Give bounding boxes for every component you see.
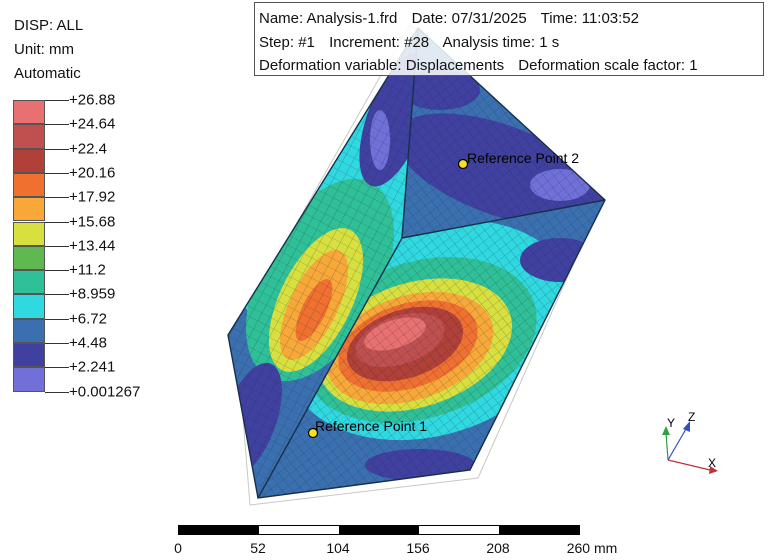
x-axis-line <box>667 459 711 471</box>
step-label: Step: <box>259 33 295 51</box>
legend-tick <box>45 197 69 199</box>
legend-level-label: +6.72 <box>69 310 107 328</box>
top-face <box>402 28 605 238</box>
legend-tick <box>45 245 69 247</box>
legend-level-label: +15.68 <box>69 213 116 230</box>
name-label: Name: <box>259 10 304 27</box>
legend-tick <box>45 148 69 150</box>
reference-point-1-label: Reference Point 1 <box>315 418 427 434</box>
legend-level-label: +2.241 <box>69 358 116 376</box>
deformation-variable-value: Displacements <box>405 57 505 74</box>
scale-bar-segment <box>499 526 579 534</box>
legend-tick <box>45 367 69 369</box>
deformation-variable-label: Deformation variable: <box>259 57 402 74</box>
legend-level-label: +4.48 <box>69 334 107 352</box>
legend-color-band <box>13 172 45 198</box>
deformation-scale-value: 1 <box>689 57 698 74</box>
legend-color-band <box>13 270 45 295</box>
legend-header: DISP: ALL Unit: mm Automatic <box>14 14 83 86</box>
legend-color-band <box>13 221 45 246</box>
analysis-time-label: Analysis time: <box>442 33 536 51</box>
legend-tick <box>45 221 69 223</box>
legend-color-band <box>13 197 45 222</box>
legend-level-label: +0.001267 <box>69 383 141 401</box>
legend-color-band <box>13 148 45 173</box>
legend-tick <box>45 391 69 393</box>
analysis-date: 07/31/2025 <box>451 10 527 27</box>
legend-tick <box>45 172 69 174</box>
date-label: Date: <box>411 10 448 27</box>
analysis-info-box: Name: Analysis-1.frd Date: 07/31/2025 Ti… <box>254 2 764 76</box>
scale-bar-tick-label: 156 <box>406 540 430 556</box>
legend-level-label: +13.44 <box>69 237 116 255</box>
legend-tick <box>45 343 69 344</box>
y-axis-line <box>665 432 669 461</box>
y-axis-label: Y <box>667 416 675 430</box>
legend-tick <box>45 294 69 296</box>
model-edges <box>227 26 606 499</box>
deformation-scale-label: Deformation scale factor: <box>518 57 686 74</box>
scale-bar <box>178 525 580 535</box>
scale-bar-segment <box>179 526 259 534</box>
legend-mode: Automatic <box>14 65 81 82</box>
x-axis-label: X <box>708 456 716 470</box>
legend-title: DISP: ALL <box>14 17 84 34</box>
reference-point-1-marker[interactable] <box>307 427 319 439</box>
reference-point-2-marker[interactable] <box>457 158 469 170</box>
scale-bar-tick-label: 104 <box>326 540 350 556</box>
z-axis-line <box>667 428 687 461</box>
analysis-time-of-day: 11:03:52 <box>581 10 639 27</box>
legend-tick <box>45 270 69 272</box>
legend-level-label: +11.2 <box>69 261 106 279</box>
legend-tick <box>45 318 69 320</box>
legend-color-band <box>13 245 45 271</box>
legend-level-label: +20.16 <box>69 164 116 182</box>
scale-bar-segment <box>339 526 419 534</box>
legend-color-band <box>13 318 45 343</box>
analysis-name: Analysis-1.frd <box>306 10 398 27</box>
legend-color-band <box>13 367 45 392</box>
legend-color-band <box>13 343 45 368</box>
z-axis-arrow-icon <box>683 421 690 432</box>
legend-color-band <box>13 100 45 125</box>
legend-tick <box>45 124 69 126</box>
reference-point-2-label: Reference Point 2 <box>467 150 579 166</box>
scale-bar-segment <box>259 526 339 534</box>
increment-label: Increment: <box>329 33 400 51</box>
legend-level-label: +22.4 <box>69 140 107 158</box>
legend-color-band <box>13 124 45 149</box>
step-value: #1 <box>298 33 315 51</box>
legend-color-band <box>13 294 45 319</box>
scale-bar-tick-label: 260 mm <box>566 540 618 556</box>
legend-unit: Unit: mm <box>14 41 74 58</box>
legend-tick <box>45 100 69 101</box>
legend-level-label: +8.959 <box>69 285 116 303</box>
scale-bar-tick-label: 52 <box>250 540 266 556</box>
y-axis-arrow-icon <box>662 426 670 435</box>
z-axis-label: Z <box>688 410 695 424</box>
x-axis-arrow-icon <box>709 466 718 474</box>
legend-level-label: +26.88 <box>69 91 116 109</box>
legend-level-label: +17.92 <box>69 188 116 206</box>
increment-value: #28 <box>404 33 430 51</box>
time-label: Time: <box>540 10 578 27</box>
legend-level-label: +24.64 <box>69 115 116 133</box>
scale-bar-tick-label: 0 <box>174 540 182 556</box>
axis-triad[interactable]: X Y Z <box>650 405 730 485</box>
scale-bar-tick-label: 208 <box>486 540 510 556</box>
scale-bar-segment <box>419 526 499 534</box>
analysis-time-value: 1 s <box>539 33 560 51</box>
